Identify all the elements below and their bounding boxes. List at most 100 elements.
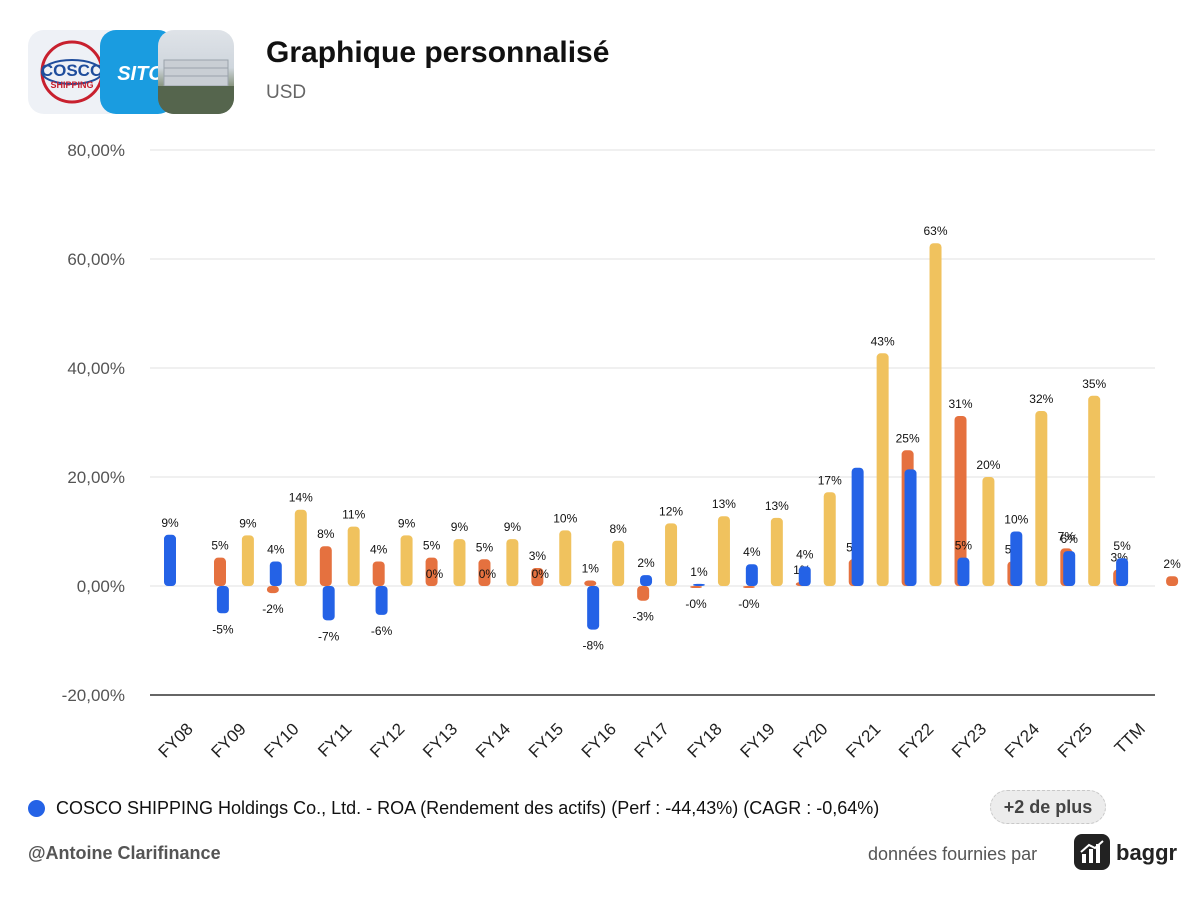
data-label: 8% xyxy=(609,522,627,536)
x-tick-label: FY22 xyxy=(895,719,937,761)
data-label: -0% xyxy=(738,597,760,611)
y-tick-label: -20,00% xyxy=(62,686,125,705)
data-label: 5% xyxy=(476,540,494,554)
bar xyxy=(372,561,385,586)
data-label: 4% xyxy=(267,542,285,556)
x-tick-label: FY09 xyxy=(208,719,250,761)
data-label: 11% xyxy=(342,508,365,522)
x-tick-label: FY25 xyxy=(1054,719,1096,761)
x-tick-label: FY16 xyxy=(578,719,620,761)
currency-subtitle: USD xyxy=(266,82,307,103)
y-tick-label: 80,00% xyxy=(67,141,125,160)
bar xyxy=(957,557,970,586)
y-tick-label: 0,00% xyxy=(77,577,125,596)
data-label: 5% xyxy=(955,539,973,553)
bar xyxy=(322,586,335,621)
data-label: 14% xyxy=(289,491,313,505)
data-label: 2% xyxy=(637,556,655,570)
bar-chart: -20,00% 0,00% 20,00% 40,00% 60,00% 80,00% 9% 5%… xyxy=(62,141,1181,762)
bar xyxy=(164,534,176,586)
data-label: 35% xyxy=(1082,377,1106,391)
y-tick-label: 20,00% xyxy=(67,468,125,487)
bar xyxy=(587,586,600,630)
bar xyxy=(742,586,755,588)
bar xyxy=(214,557,226,586)
bar xyxy=(531,568,544,586)
x-tick-label: FY08 xyxy=(155,719,197,761)
data-label: 8% xyxy=(317,527,335,541)
data-label: 9% xyxy=(161,516,179,530)
bar xyxy=(982,477,995,586)
y-tick-label: 60,00% xyxy=(67,250,125,269)
bar xyxy=(425,557,438,586)
data-label: 9% xyxy=(239,516,257,530)
data-label: 0% xyxy=(532,567,550,581)
data-label: 1% xyxy=(690,565,708,579)
data-label: -2% xyxy=(262,602,284,616)
bar xyxy=(798,566,811,586)
data-label: 32% xyxy=(1029,392,1053,406)
x-tick-label: FY17 xyxy=(631,719,673,761)
legend-swatch-cosco xyxy=(28,800,45,817)
cosco-logo-subtext: SHIPPING xyxy=(50,80,93,90)
data-label: 10% xyxy=(553,511,577,525)
baggr-logo-text[interactable]: baggr xyxy=(1116,840,1178,865)
bar xyxy=(1116,558,1129,586)
bar xyxy=(876,353,889,586)
data-label: 25% xyxy=(896,431,920,445)
bar xyxy=(216,586,229,614)
x-tick-label: FY21 xyxy=(842,719,884,761)
bar xyxy=(612,540,625,586)
building-photo xyxy=(158,30,234,114)
legend: COSCO SHIPPING Holdings Co., Ltd. - ROA … xyxy=(28,790,1168,826)
legend-label-cosco[interactable]: COSCO SHIPPING Holdings Co., Ltd. - ROA … xyxy=(56,798,880,818)
data-label: 2% xyxy=(1163,557,1181,571)
x-tick-label: FY15 xyxy=(525,719,567,761)
bar xyxy=(319,546,332,586)
bar xyxy=(690,586,703,588)
data-label: 13% xyxy=(712,497,736,511)
x-tick-label: FY13 xyxy=(419,719,461,761)
chart-header: COSCO SHIPPING SITC Graphique personnali… xyxy=(28,30,1168,116)
data-label: 3% xyxy=(529,549,547,563)
data-provider-text: données fournies par xyxy=(868,844,1038,864)
bar xyxy=(269,561,282,586)
data-label: 20% xyxy=(976,458,1000,472)
bar xyxy=(692,583,705,586)
data-label: 5% xyxy=(211,539,229,553)
bar xyxy=(717,516,730,586)
bar xyxy=(1088,395,1101,586)
author-credit: @Antoine Clarifinance xyxy=(28,843,221,863)
x-tick-label: FY23 xyxy=(948,719,990,761)
more-series-button[interactable]: +2 de plus xyxy=(990,790,1106,824)
cosco-logo-text: COSCO xyxy=(41,61,103,80)
data-label: 9% xyxy=(504,520,522,534)
bar xyxy=(770,517,783,586)
data-label: 5% xyxy=(1113,539,1131,553)
bar xyxy=(851,467,864,586)
x-tick-label: FY18 xyxy=(684,719,726,761)
bar xyxy=(665,523,678,586)
data-label: 31% xyxy=(949,397,973,411)
bar xyxy=(904,469,917,586)
bar xyxy=(266,586,279,594)
bar xyxy=(506,539,519,586)
bar xyxy=(1063,551,1076,586)
bar xyxy=(375,586,388,615)
data-label: 17% xyxy=(818,473,842,487)
y-tick-label: 40,00% xyxy=(67,359,125,378)
x-tick-label: FY14 xyxy=(472,719,514,761)
bar xyxy=(637,586,650,601)
sitc-logo-text: SITC xyxy=(117,63,163,85)
bar xyxy=(745,564,758,586)
baggr-logo-icon[interactable] xyxy=(1074,834,1110,870)
data-label: -8% xyxy=(582,639,604,653)
bar xyxy=(1035,411,1048,586)
x-tick-label: FY10 xyxy=(260,719,302,761)
bar xyxy=(400,535,413,586)
data-label: -7% xyxy=(318,629,340,643)
data-label: 5% xyxy=(423,539,441,553)
bar xyxy=(584,580,597,586)
bar xyxy=(453,539,466,586)
bar xyxy=(1010,531,1023,586)
